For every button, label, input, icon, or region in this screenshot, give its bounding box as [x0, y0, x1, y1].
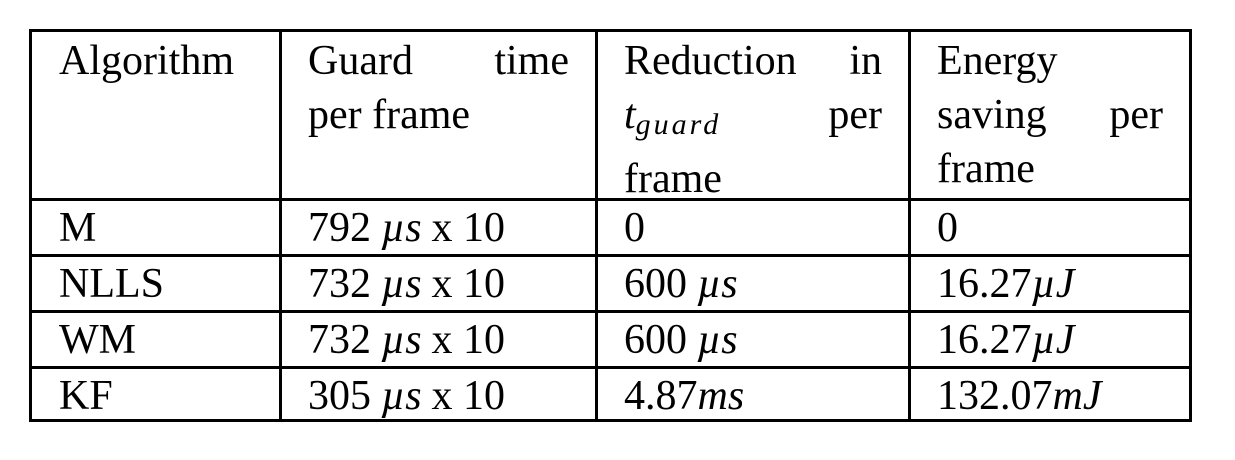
cell-guard-time: 792 µs x 10 — [282, 201, 595, 254]
header-text: per — [1109, 92, 1163, 138]
cell-unit: µs — [381, 205, 422, 251]
cell-text: x 10 — [431, 261, 506, 307]
column-divider — [595, 32, 598, 419]
header-text: per frame — [308, 92, 471, 138]
header-text: Guard — [308, 38, 413, 84]
header-text: Algorithm — [59, 38, 234, 84]
cell-text: WM — [59, 317, 136, 363]
cell-unit: µJ — [1031, 317, 1075, 363]
cell-reduction: 0 — [598, 201, 908, 254]
cell-text: 600 — [624, 261, 687, 307]
cell-text: 600 — [624, 317, 687, 363]
cell-algorithm: NLLS — [32, 257, 279, 310]
cell-unit: µs — [381, 261, 422, 307]
header-text: in — [849, 38, 882, 84]
cell-energy: 132.07mJ — [911, 369, 1189, 419]
header-text: Reduction — [624, 38, 797, 84]
cell-text: KF — [59, 373, 113, 419]
t-guard-symbol: tguard — [624, 92, 722, 141]
table-row: KF 305 µs x 10 4.87ms 132.07mJ — [32, 366, 1189, 419]
cell-text: NLLS — [59, 261, 164, 307]
header-text: frame — [624, 156, 722, 202]
header-algorithm: Algorithm — [32, 32, 279, 198]
header-guard-time: Guard time per frame — [282, 32, 595, 198]
cell-text: 0 — [937, 205, 958, 251]
cell-text: 4.87 — [624, 373, 698, 419]
cell-reduction: 600 µs — [598, 313, 908, 366]
header-text: per — [828, 92, 882, 138]
cell-text: x 10 — [431, 205, 506, 251]
cell-algorithm: KF — [32, 369, 279, 419]
cell-text: 16.27 — [937, 317, 1032, 363]
header-energy-saving: Energy saving per frame — [911, 32, 1189, 198]
cell-guard-time: 732 µs x 10 — [282, 313, 595, 366]
cell-reduction: 4.87ms — [598, 369, 908, 419]
column-divider — [279, 32, 282, 419]
cell-text: 305 — [308, 373, 371, 419]
cell-unit: µJ — [1031, 261, 1075, 307]
cell-text: 732 — [308, 261, 371, 307]
header-text: time — [494, 38, 569, 84]
cell-algorithm: M — [32, 201, 279, 254]
cell-unit: µs — [697, 261, 738, 307]
cell-energy: 0 — [911, 201, 1189, 254]
cell-text: 16.27 — [937, 261, 1032, 307]
cell-guard-time: 305 µs x 10 — [282, 369, 595, 419]
cell-text: x 10 — [431, 317, 506, 363]
cell-unit: mJ — [1052, 373, 1102, 419]
cell-reduction: 600 µs — [598, 257, 908, 310]
cell-energy: 16.27µJ — [911, 257, 1189, 310]
table-header-row: Algorithm Guard time per frame Reduction… — [32, 32, 1189, 202]
header-text: frame — [937, 146, 1035, 192]
table-row: M 792 µs x 10 0 0 — [32, 198, 1189, 254]
cell-text: 0 — [624, 205, 645, 251]
cell-text: 792 — [308, 205, 371, 251]
cell-algorithm: WM — [32, 313, 279, 366]
cell-unit: µs — [381, 317, 422, 363]
header-text: Energy — [937, 38, 1058, 84]
table-row: WM 732 µs x 10 600 µs 16.27µJ — [32, 310, 1189, 366]
cell-unit: µs — [381, 373, 422, 419]
cell-text: x 10 — [431, 373, 506, 419]
cell-guard-time: 732 µs x 10 — [282, 257, 595, 310]
cell-energy: 16.27µJ — [911, 313, 1189, 366]
results-table: Algorithm Guard time per frame Reduction… — [29, 29, 1192, 422]
table-row: NLLS 732 µs x 10 600 µs 16.27µJ — [32, 254, 1189, 310]
cell-unit: ms — [697, 373, 745, 419]
column-divider — [908, 32, 911, 419]
cell-text: 132.07 — [937, 373, 1053, 419]
header-reduction: Reduction in tguard per frame — [598, 32, 908, 202]
cell-text: 732 — [308, 317, 371, 363]
header-text: saving — [937, 92, 1047, 138]
cell-unit: µs — [697, 317, 738, 363]
cell-text: M — [59, 205, 97, 251]
